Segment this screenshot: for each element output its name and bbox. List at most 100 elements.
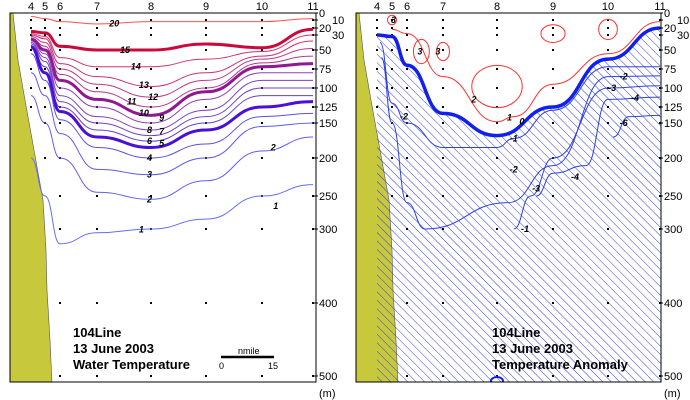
sample-point: [205, 27, 207, 29]
depth-unit-label: (m): [319, 388, 336, 400]
contour-label: -3: [608, 83, 616, 93]
sample-point: [205, 34, 207, 36]
sample-point: [496, 49, 498, 51]
sample-point: [150, 87, 152, 89]
sample-point: [442, 228, 444, 230]
depth-tick-label: 300: [319, 224, 337, 236]
depth-tick-label: 75: [319, 64, 331, 76]
sample-point: [607, 27, 609, 29]
contour-label: 14: [131, 62, 141, 72]
depth-tick-label: 75: [664, 64, 676, 76]
sample-point: [205, 302, 207, 304]
depth-tick-label: 500: [319, 371, 337, 383]
sample-point: [30, 68, 32, 70]
sample-point: [552, 375, 554, 377]
sample-point: [442, 302, 444, 304]
sample-point: [44, 106, 46, 108]
sample-point: [44, 27, 46, 29]
contour-line-20: [30, 16, 314, 25]
sample-point: [607, 302, 609, 304]
contour-loop: [436, 41, 450, 62]
contour-label: 1: [507, 112, 512, 122]
contour-label: 11: [127, 96, 136, 106]
sample-point: [96, 375, 98, 377]
sample-point: [261, 68, 263, 70]
sample-point: [312, 68, 314, 70]
depth-tick-label: 0: [664, 8, 670, 20]
depth-tick-label: 50: [664, 45, 676, 57]
plot-frame: [9, 12, 317, 383]
sample-point: [261, 122, 263, 124]
title-line-3: Water Temperature: [73, 357, 190, 372]
sample-point: [30, 19, 32, 21]
sample-point: [442, 34, 444, 36]
title-line-3: Temperature Anomaly: [492, 357, 629, 372]
contour-label: -1: [510, 133, 518, 143]
depth-unit-label: (m): [664, 388, 681, 400]
sample-point: [496, 157, 498, 159]
sample-point: [496, 122, 498, 124]
sample-point: [496, 68, 498, 70]
sample-point: [44, 157, 46, 159]
sample-point: [552, 87, 554, 89]
contour-line-14: [30, 33, 314, 68]
sample-point: [391, 19, 393, 21]
scale-bar-start: 0: [219, 361, 224, 371]
contour-label: -2: [620, 71, 628, 81]
depth-tick-label: 30: [677, 30, 689, 42]
sample-point: [406, 195, 408, 197]
sample-point: [391, 27, 393, 29]
contour-label: 1: [139, 225, 144, 235]
sample-point: [44, 68, 46, 70]
contour-label: -1: [521, 224, 529, 234]
sample-point: [30, 49, 32, 51]
sample-point: [30, 27, 32, 29]
sample-point: [312, 375, 314, 377]
sample-point: [496, 106, 498, 108]
contour-label: 12: [148, 92, 158, 102]
contour-label: 4: [146, 153, 152, 163]
sample-point: [44, 87, 46, 89]
sample-point: [391, 195, 393, 197]
station-label: 9: [550, 1, 556, 13]
sample-point: [442, 27, 444, 29]
title-line-1: 104Line: [492, 325, 540, 340]
sample-point: [391, 157, 393, 159]
contour-line-3: [30, 72, 314, 176]
sample-point: [205, 228, 207, 230]
sample-point: [312, 19, 314, 21]
sample-point: [406, 19, 408, 21]
sample-point: [552, 19, 554, 21]
sample-point: [261, 34, 263, 36]
sample-point: [205, 19, 207, 21]
contour-label: 9: [159, 113, 164, 123]
sample-point: [607, 157, 609, 159]
sample-point: [59, 375, 61, 377]
contour-label: 8: [147, 125, 152, 135]
sample-point: [607, 122, 609, 124]
station-label: 11: [654, 1, 665, 13]
contour-label: -3: [532, 183, 540, 193]
sample-point: [552, 302, 554, 304]
sample-point: [442, 195, 444, 197]
contour-line-9: [30, 40, 313, 124]
sample-point: [376, 106, 378, 108]
sample-point: [312, 228, 314, 230]
sample-point: [406, 302, 408, 304]
sample-point: [406, 49, 408, 51]
station-label: 5: [389, 1, 395, 13]
sample-point: [96, 157, 98, 159]
contour-loop: [598, 18, 618, 40]
depth-tick-label: 10: [677, 15, 689, 27]
sample-point: [391, 49, 393, 51]
contour-label: 2: [470, 94, 476, 104]
contour-line--2: [381, 57, 661, 230]
station-label: 10: [602, 1, 614, 13]
sample-point: [205, 49, 207, 51]
sample-point: [496, 27, 498, 29]
contour-line-5: [30, 45, 314, 150]
sample-point: [496, 34, 498, 36]
sample-point: [406, 375, 408, 377]
sample-point: [442, 375, 444, 377]
depth-tick-label: 300: [664, 224, 682, 236]
